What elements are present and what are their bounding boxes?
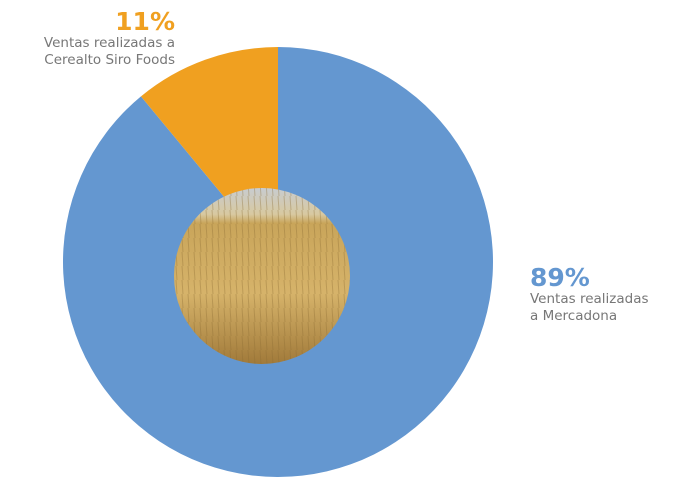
- category-label: Ventas realizadas: [530, 291, 649, 307]
- category-label: Ventas realizadas a: [44, 35, 175, 51]
- value-label: 11%: [115, 7, 175, 36]
- photo: [174, 188, 350, 364]
- category-label: a Mercadona: [530, 308, 617, 324]
- value-label: 89%: [530, 263, 590, 292]
- category-label: Cerealto Siro Foods: [44, 52, 175, 68]
